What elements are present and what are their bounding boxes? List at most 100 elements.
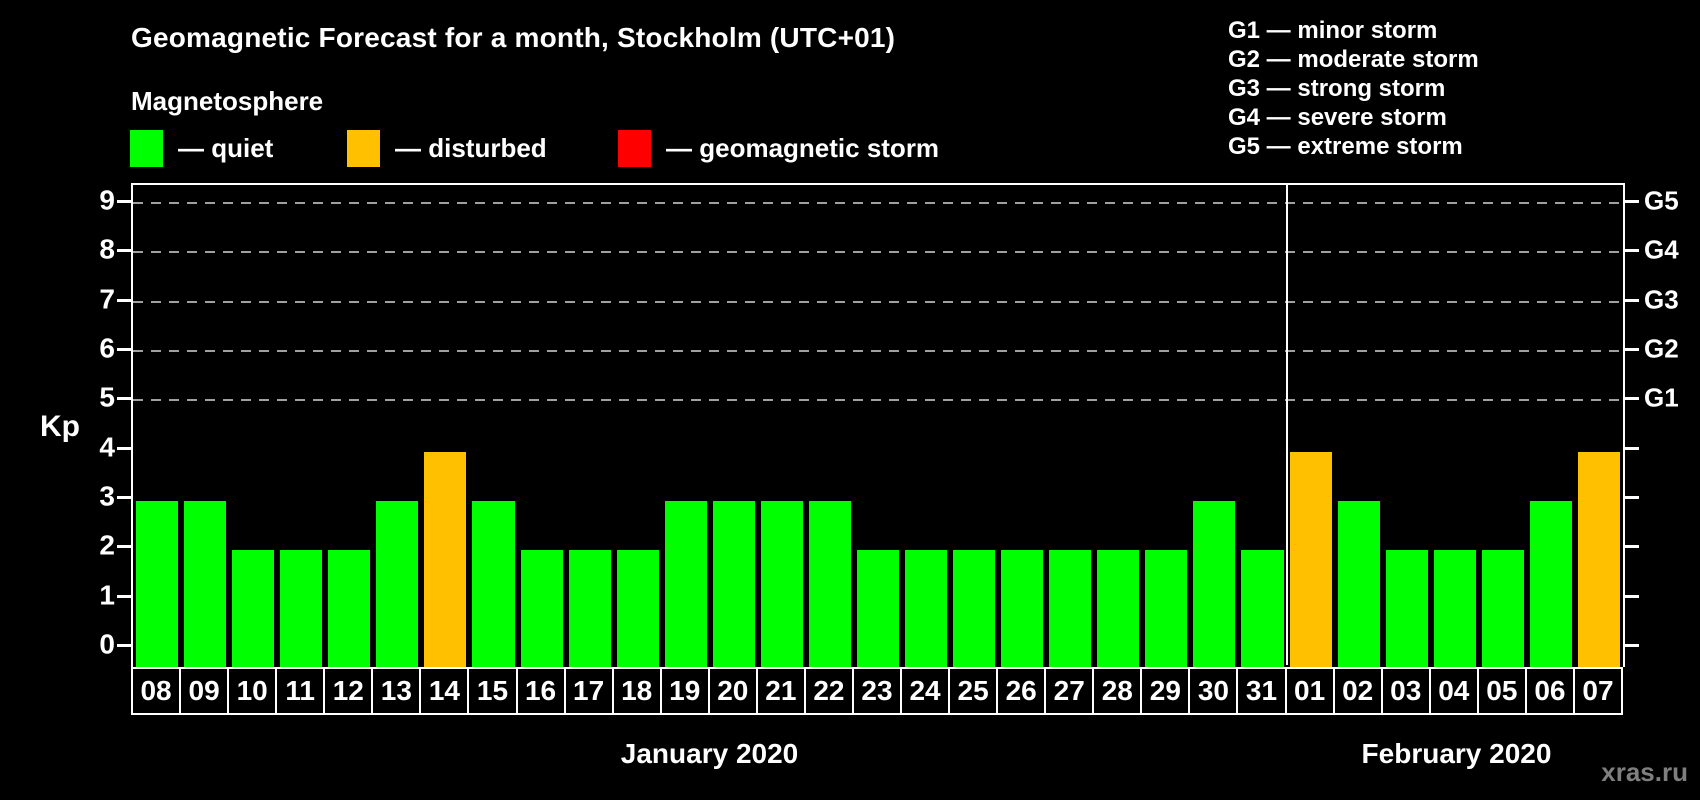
kp-tick-left	[117, 446, 131, 450]
kp-bar	[1049, 550, 1092, 667]
kp-tick-right	[1625, 298, 1639, 302]
legend-label: — disturbed	[395, 132, 547, 163]
kp-bar	[1481, 550, 1524, 667]
kp-gridline	[133, 300, 1623, 303]
kp-bar	[905, 550, 948, 667]
kp-tick-label: 8	[99, 233, 115, 265]
kp-bar	[953, 550, 996, 667]
day-label-cell: 28	[1092, 667, 1143, 715]
kp-bar	[1193, 501, 1236, 667]
g-level-label: G4	[1644, 234, 1679, 265]
legend-label: — quiet	[178, 132, 274, 163]
g-level-label: G1	[1644, 382, 1679, 413]
kp-bar	[760, 501, 803, 667]
kp-tick-label: 2	[99, 529, 115, 561]
g3-legend-line: G3 — strong storm	[1228, 75, 1446, 102]
kp-bar	[712, 501, 755, 667]
kp-bar	[328, 550, 371, 667]
legend-item-disturbed: — disturbed	[347, 128, 547, 168]
day-label-cell: 24	[900, 667, 951, 715]
day-label-cell: 07	[1572, 667, 1623, 715]
g1-legend-line: G1 — minor storm	[1228, 17, 1438, 44]
kp-bar	[136, 501, 179, 667]
g2-legend-line: G2 — moderate storm	[1228, 46, 1479, 73]
month-separator	[1285, 185, 1288, 665]
kp-bar	[856, 550, 900, 667]
day-label-cell: 13	[371, 667, 422, 715]
kp-tick-right	[1625, 397, 1639, 401]
kp-tick-label: 9	[99, 184, 115, 216]
kp-tick-right	[1625, 249, 1639, 253]
kp-bar	[472, 501, 515, 667]
day-label-cell: 18	[611, 667, 662, 715]
legend-item-quiet: — quiet	[130, 128, 273, 168]
kp-bar	[1001, 550, 1044, 667]
day-label-cell: 19	[659, 667, 710, 715]
day-label-cell: 01	[1284, 667, 1335, 715]
kp-bar	[520, 550, 563, 667]
day-label-cell: 10	[227, 667, 278, 715]
g-scale-legend: G1 — minor storm G2 — moderate storm G3 …	[1228, 16, 1479, 161]
kp-tick-label: 1	[99, 579, 115, 611]
day-label-cell: 17	[563, 667, 614, 715]
kp-tick-label: 7	[99, 283, 115, 315]
kp-bar	[376, 501, 419, 667]
kp-bar	[664, 501, 707, 667]
day-label-cell: 04	[1428, 667, 1479, 715]
kp-tick-label: 0	[99, 628, 115, 660]
kp-tick-right	[1625, 594, 1639, 598]
plot-area	[131, 183, 1625, 667]
kp-tick-left	[117, 397, 131, 401]
kp-tick-right	[1625, 348, 1639, 351]
disturbed-color-swatch-icon	[347, 129, 380, 167]
kp-tick-right	[1625, 545, 1639, 549]
legend-label: — geomagnetic storm	[666, 132, 940, 163]
g-level-label: G5	[1644, 185, 1679, 216]
kp-bar	[1289, 451, 1332, 667]
day-label-cell: 20	[707, 667, 758, 715]
kp-bar	[616, 550, 659, 667]
month-label-february: February 2020	[1361, 738, 1552, 769]
magnetosphere-label: Magnetosphere	[131, 86, 324, 116]
kp-tick-right	[1625, 200, 1639, 203]
quiet-color-swatch-icon	[130, 129, 163, 167]
kp-tick-label: 6	[99, 332, 115, 364]
kp-bar	[232, 550, 275, 667]
day-label-cell: 06	[1524, 667, 1575, 715]
g-level-label: G2	[1644, 333, 1679, 364]
kp-bar	[184, 501, 227, 667]
g-level-label: G3	[1644, 284, 1679, 315]
kp-bar	[424, 451, 467, 667]
kp-gridline	[133, 399, 1623, 402]
y-axis-title: Kp	[40, 410, 80, 443]
kp-tick-left	[117, 594, 131, 598]
kp-gridline	[133, 350, 1623, 352]
kp-tick-right	[1625, 496, 1639, 499]
kp-bar	[1241, 550, 1284, 667]
kp-tick-left	[117, 496, 131, 499]
storm-color-swatch-icon	[618, 129, 651, 167]
day-label-cell: 08	[131, 667, 182, 715]
g4-legend-line: G4 — severe storm	[1228, 104, 1447, 131]
day-label-cell: 02	[1332, 667, 1383, 715]
kp-bar	[568, 550, 611, 667]
day-label-cell: 26	[996, 667, 1047, 715]
watermark: xras.ru	[1601, 757, 1688, 787]
day-label-cell: 03	[1380, 667, 1431, 715]
kp-bar	[1097, 550, 1140, 667]
day-label-cell: 05	[1476, 667, 1527, 715]
kp-bar	[1577, 451, 1620, 667]
kp-tick-right	[1625, 446, 1639, 450]
month-label-january: January 2020	[620, 738, 799, 769]
kp-bar	[1433, 550, 1476, 667]
kp-bar	[1145, 550, 1188, 667]
kp-tick-left	[117, 644, 131, 647]
day-label-cell: 27	[1044, 667, 1095, 715]
day-label-cell: 25	[948, 667, 999, 715]
kp-bar	[1385, 550, 1428, 667]
kp-bar	[1529, 501, 1572, 667]
day-label-cell: 22	[803, 667, 854, 715]
day-label-cell: 23	[851, 667, 903, 715]
day-label-cell: 16	[515, 667, 566, 715]
